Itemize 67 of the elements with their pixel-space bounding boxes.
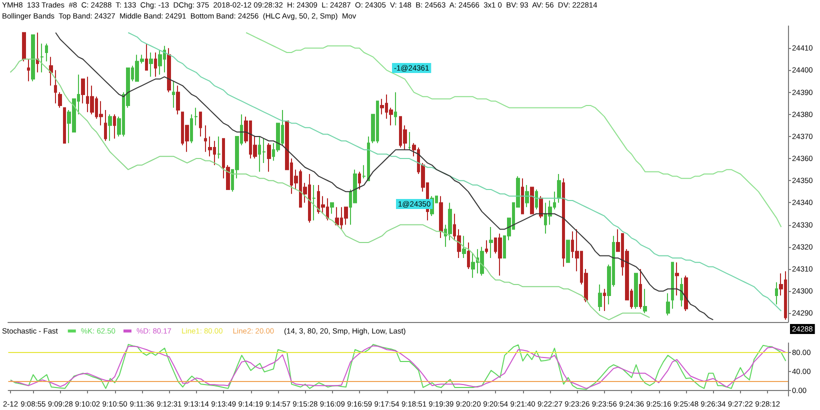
candlestick — [643, 288, 647, 314]
line-series — [10, 58, 650, 320]
candlestick — [557, 174, 561, 204]
candlestick — [172, 80, 175, 108]
candlestick — [439, 196, 443, 239]
line-series — [128, 32, 782, 312]
candlestick — [566, 240, 570, 263]
candlestick — [36, 32, 39, 73]
candlestick — [27, 58, 30, 82]
candlestick — [158, 50, 162, 76]
candlestick — [684, 275, 688, 312]
candlestick — [598, 284, 602, 312]
candlestick — [108, 114, 112, 142]
candlestick — [176, 85, 180, 115]
candlestick — [462, 235, 466, 258]
candlestick — [485, 240, 488, 254]
candlestick — [634, 272, 638, 310]
candlestick — [394, 92, 397, 126]
candlestick — [467, 242, 470, 270]
candlestick — [680, 277, 683, 308]
candlestick — [666, 292, 670, 316]
candlestick — [49, 56, 53, 86]
candlestick — [344, 206, 348, 226]
candlestick — [471, 253, 475, 278]
candlestick — [81, 78, 85, 104]
candlestick — [267, 142, 271, 172]
candlestick — [530, 186, 534, 214]
candlestick — [312, 184, 316, 221]
candlestick — [167, 48, 171, 93]
candlestick — [149, 52, 153, 78]
candlestick — [539, 196, 543, 219]
candlestick — [408, 132, 411, 150]
candlestick — [194, 107, 198, 126]
candlestick — [498, 233, 502, 276]
candlestick — [335, 206, 339, 226]
candlestick — [31, 34, 35, 82]
candlestick — [358, 171, 361, 190]
candlestick — [40, 43, 44, 73]
candlestick — [63, 107, 66, 144]
candlestick — [58, 92, 62, 108]
candlestick — [154, 52, 157, 78]
candlestick — [330, 202, 334, 214]
candlestick — [639, 268, 642, 310]
candlestick — [204, 124, 207, 152]
candlestick — [22, 32, 26, 62]
candlestick — [603, 288, 606, 312]
line-series — [55, 32, 714, 320]
candlestick — [380, 98, 384, 115]
candlestick — [562, 178, 565, 268]
candlestick — [675, 262, 679, 296]
candlestick — [54, 70, 57, 104]
candlestick — [113, 114, 116, 140]
candlestick — [190, 114, 193, 144]
candlestick — [45, 43, 48, 62]
candlestick — [525, 184, 529, 208]
candlestick — [489, 226, 493, 258]
candlestick — [671, 262, 674, 310]
candlestick — [104, 109, 107, 142]
candlestick — [217, 136, 221, 160]
candlestick — [775, 282, 778, 305]
candlestick — [535, 188, 538, 210]
candlestick — [199, 112, 202, 137]
line-series — [246, 32, 782, 228]
candlestick — [99, 100, 103, 126]
candlestick — [480, 246, 484, 276]
candlestick — [521, 178, 524, 214]
candlestick — [145, 43, 148, 71]
